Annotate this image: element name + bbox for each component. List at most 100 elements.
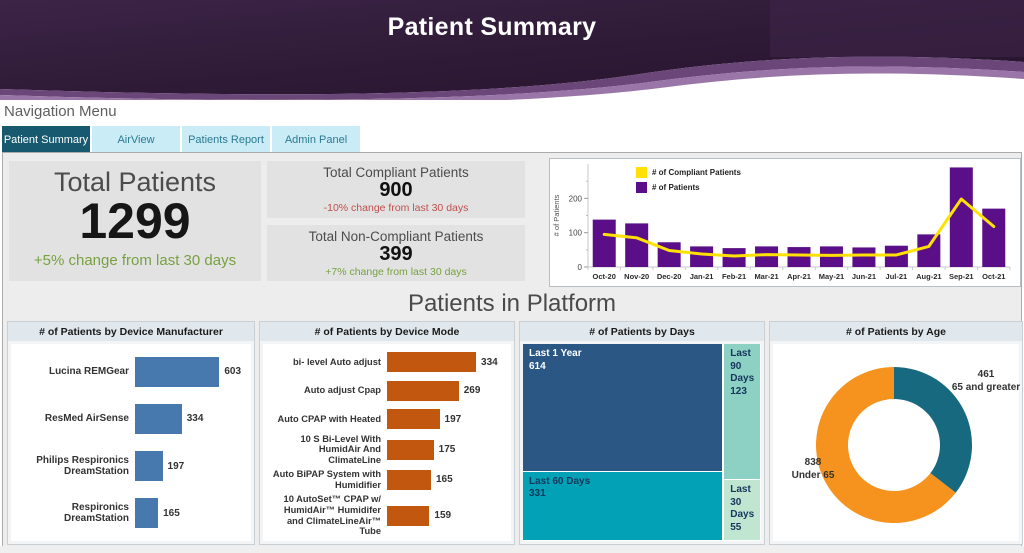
bar-value-label: 269: [463, 385, 481, 397]
page-title: Patient Summary: [387, 13, 597, 41]
monthly-patients-chart: 0 100 200 Oct-20 Nov-20 Dec-20 Jan-21 Feb-21 Mar…: [549, 158, 1021, 287]
legend-swatch-yellow: [636, 167, 647, 178]
bar-value-label: 334: [481, 356, 498, 368]
kpi-compliant-patients: Total Compliant Patients 900 -10% change…: [267, 161, 525, 218]
donut-value: 461: [977, 369, 995, 380]
bar-mark[interactable]: [625, 223, 649, 267]
bar-mark[interactable]: [982, 208, 1006, 267]
panel-device-manufacturer: # of Patients by Device Manufacturer Luc…: [7, 321, 255, 545]
kpi-value: 399: [379, 243, 413, 265]
bar-mark[interactable]: [135, 451, 163, 482]
bar-mark[interactable]: [387, 409, 440, 430]
svg-text:Oct-20: Oct-20: [593, 272, 616, 281]
treemap-cell[interactable]: Last 60 Days 331: [523, 471, 723, 540]
bar-category-label: Auto CPAP with Heated: [277, 414, 381, 425]
bar-zone: 175: [387, 439, 509, 460]
bar-category-label: 10 AutoSet™ CPAP w/ HumidAir™ Humidifer …: [283, 494, 381, 537]
navigation-tabs: Patient Summary AirView Patients Report …: [2, 126, 360, 153]
bar-row: 10 S Bi-Level With HumidAir And ClimateL…: [265, 434, 509, 466]
panel-title: # of Patients by Device Manufacturer: [8, 322, 254, 341]
treemap-cell[interactable]: Last 1 Year 614: [523, 344, 723, 471]
legend-item-compliant[interactable]: # of Compliant Patients: [636, 165, 741, 180]
bar-mark[interactable]: [787, 247, 811, 267]
kpi-title: Total Non-Compliant Patients: [308, 229, 484, 244]
tab-patients-report[interactable]: Patients Report: [182, 126, 270, 153]
donut-slice[interactable]: [816, 367, 956, 523]
bar-zone: 334: [135, 403, 249, 434]
kpi-title: Total Compliant Patients: [323, 165, 469, 180]
bar-value-label: 165: [435, 474, 453, 486]
tab-airview[interactable]: AirView: [92, 126, 180, 153]
kpi-title: Total Patients: [53, 167, 217, 197]
line-mark[interactable]: [602, 197, 996, 258]
bar-zone: 159: [387, 505, 509, 526]
monthly-chart-svg: 0 100 200 Oct-20 Nov-20 Dec-20 Jan-21 Feb-21 Mar…: [552, 164, 1011, 281]
treemap-cell-value: 331: [529, 488, 546, 500]
svg-text:Nov-20: Nov-20: [624, 272, 649, 281]
bar-mark[interactable]: [135, 403, 182, 434]
bar-row: 10 AutoSet™ CPAP w/ HumidAir™ Humidifer …: [265, 494, 509, 537]
bar-mark[interactable]: [917, 234, 941, 267]
bar-row: Auto adjust Cpap 269: [265, 377, 509, 406]
bar-mark[interactable]: [135, 356, 220, 387]
panel-device-mode: # of Patients by Device Mode bi- level A…: [259, 321, 515, 545]
kpi-value: 1299: [79, 193, 191, 249]
treemap-cell-value: 55: [730, 521, 742, 533]
bar-mark[interactable]: [949, 167, 973, 267]
panel-title: # of Patients by Age: [770, 322, 1022, 341]
svg-text:Dec-20: Dec-20: [657, 272, 682, 281]
dashboard-main: Total Patients 1299 +5% change from last…: [2, 152, 1023, 547]
bar-value-label: 603: [224, 366, 242, 378]
svg-text:Jun-21: Jun-21: [852, 272, 876, 281]
bar-mark[interactable]: [387, 352, 477, 373]
svg-text:May-21: May-21: [819, 272, 844, 281]
bar-category-label: ResMed AirSense: [44, 413, 129, 425]
bar-category-label: Auto BiPAP System with Humidifier: [272, 469, 381, 490]
tab-patient-summary[interactable]: Patient Summary: [2, 126, 90, 153]
header-banner: Patient Summary: [0, 0, 1024, 100]
bar-zone: 603: [135, 356, 249, 387]
legend-item-patients[interactable]: # of Patients: [636, 180, 741, 195]
bar-mark[interactable]: [755, 246, 779, 267]
legend-label: # of Patients: [652, 183, 700, 192]
bar-mark[interactable]: [690, 246, 714, 267]
treemap-cell-label: Last 1 Year: [529, 348, 582, 359]
bar-row: Lucina REMGear 603: [13, 348, 249, 395]
bar-category-label: Auto adjust Cpap: [304, 385, 381, 396]
legend-label: # of Compliant Patients: [652, 168, 741, 177]
donut-label-65-and-greater: 461 65 and greater: [950, 368, 1022, 394]
kpi-value: 900: [379, 179, 413, 201]
svg-text:Apr-21: Apr-21: [787, 272, 811, 281]
svg-text:Oct-21: Oct-21: [982, 272, 1005, 281]
bar-mark[interactable]: [387, 380, 459, 401]
panel-title: # of Patients by Days: [520, 322, 764, 341]
svg-text:Aug-21: Aug-21: [916, 272, 941, 281]
donut-svg: [816, 367, 972, 523]
bar-value-label: 334: [186, 413, 204, 425]
banner-wave-graphic: [0, 0, 1024, 100]
kpi-noncompliant-patients: Total Non-Compliant Patients 399 +7% cha…: [267, 225, 525, 281]
treemap-cell-label: Last 30 Days: [730, 484, 755, 521]
bar-mark[interactable]: [135, 498, 159, 529]
bar-category-label: Philips Respironics DreamStation: [36, 454, 129, 478]
treemap-cell[interactable]: Last 30 Days 55: [724, 480, 760, 540]
donut-slice[interactable]: [894, 367, 972, 493]
kpi-change: +7% change from last 30 days: [325, 266, 467, 278]
svg-text:Jan-21: Jan-21: [690, 272, 714, 281]
bar-mark[interactable]: [852, 247, 876, 267]
treemap-cell[interactable]: Last 90 Days 123: [724, 344, 760, 480]
bar-mark[interactable]: [387, 469, 431, 490]
bar-mark[interactable]: [387, 439, 434, 460]
bar-zone: 165: [387, 469, 509, 490]
treemap-cell-label: Last 60 Days: [529, 475, 591, 487]
bar-mark[interactable]: [722, 248, 746, 267]
device-manufacturer-chart: Lucina REMGear 603 ResMed AirSense 334 Phili…: [11, 344, 251, 541]
bar-zone: 197: [387, 409, 509, 430]
bar-mark[interactable]: [387, 505, 430, 526]
bar-mark[interactable]: [592, 219, 616, 267]
bar-zone: 165: [135, 498, 249, 529]
bar-row: Respironics DreamStation 165: [13, 490, 249, 537]
bar-value-label: 165: [163, 507, 180, 519]
tab-admin-panel[interactable]: Admin Panel: [272, 126, 360, 153]
